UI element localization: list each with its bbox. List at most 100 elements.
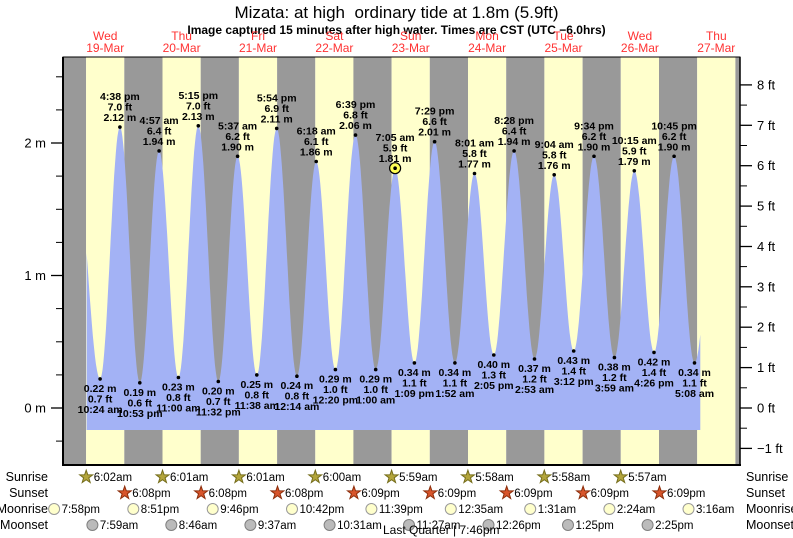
moonrise-icon: [48, 503, 61, 515]
sunrise-time: 6:01am: [246, 472, 284, 484]
low-tide-label: 0.25 m: [240, 379, 273, 391]
moonset-icon: [641, 519, 654, 531]
low-tide-dot: [571, 349, 576, 353]
low-tide-dot: [492, 353, 496, 357]
high-tide-label: 2.11 m: [261, 113, 293, 125]
sunrise-icon: [78, 468, 95, 484]
day-label-dow: Mon: [475, 29, 498, 43]
high-tide-label: 5.8 ft: [542, 149, 567, 161]
low-tide-label: 1:00 am: [356, 395, 395, 407]
low-tide-dot: [453, 361, 457, 365]
low-tide-dot: [612, 355, 617, 360]
day-label-dow: Fri: [251, 29, 265, 43]
sunrise-icon: [460, 468, 476, 484]
day-label-date: 22-Mar: [315, 41, 353, 55]
day-label-date: 19-Mar: [86, 41, 124, 55]
moonrise-icon: [444, 503, 457, 515]
day-label-dow: Wed: [93, 29, 117, 43]
sunrise-row-label-right: Sunrise: [746, 470, 789, 484]
high-tide-label: 5:37 am: [218, 120, 257, 132]
high-tide-dot: [592, 154, 596, 159]
moonset-time: 1:25pm: [576, 520, 614, 532]
high-tide-dot: [118, 125, 122, 129]
high-tide-label: 6.2 ft: [225, 131, 250, 143]
sunrise-icon: [383, 468, 400, 484]
low-tide-dot: [216, 379, 221, 384]
low-tide-dot: [652, 350, 656, 355]
low-tide-label: 0.34 m: [398, 367, 431, 379]
low-tide-dot: [373, 367, 378, 372]
low-tide-label: 2:53 am: [515, 384, 554, 396]
sunset-row-label-right: Sunset: [746, 486, 785, 500]
moonset-time: 8:46am: [179, 520, 217, 532]
moonset-time: 7:59am: [100, 520, 138, 532]
high-tide-label: 1.79 m: [618, 156, 651, 168]
moonset-icon: [165, 519, 178, 531]
high-tide-dot: [157, 149, 161, 153]
high-tide-label: 1.76 m: [538, 160, 571, 172]
moonrise-icon: [206, 503, 219, 515]
day-label-dow: Thu: [171, 29, 192, 43]
low-tide-label: 0.38 m: [598, 362, 631, 374]
low-tide-dot: [412, 361, 417, 365]
day-label-dow: Sun: [400, 29, 421, 43]
high-tide-label: 2.12 m: [104, 112, 137, 124]
high-tide-label: 6.1 ft: [304, 136, 329, 148]
night-band: [735, 57, 740, 465]
high-tide-label: 9:34 pm: [574, 120, 614, 132]
low-tide-label: 1.0 ft: [323, 384, 348, 396]
low-tide-label: 1.4 ft: [561, 366, 586, 378]
low-tide-label: 11:38 am: [235, 400, 279, 412]
moonrise-row-label-left: Moonrise: [0, 502, 48, 516]
moonrise-time: 11:39pm: [379, 504, 423, 516]
moonrise-time: 9:46pm: [220, 504, 258, 516]
sunset-time: 6:08pm: [285, 488, 323, 500]
high-tide-label: 5.9 ft: [622, 145, 647, 157]
high-tide-label: 5.9 ft: [383, 143, 408, 155]
right-axis-tick-label: 3 ft: [757, 279, 775, 294]
moonrise-icon: [365, 503, 378, 515]
sunrise-time: 5:57am: [628, 472, 666, 484]
low-tide-label: 1:09 pm: [395, 388, 435, 400]
low-tide-label: 0.8 ft: [166, 392, 191, 404]
high-tide-label: 7:05 am: [376, 132, 415, 144]
sunset-time: 6:09pm: [591, 488, 629, 500]
low-tide-label: 5:08 am: [675, 388, 714, 400]
moonset-row-label-left: Moonset: [0, 518, 48, 532]
high-tide-label: 1.81 m: [379, 153, 412, 165]
high-tide-label: 1.90 m: [221, 141, 254, 153]
night-band: [63, 57, 87, 465]
day-band: [697, 57, 736, 465]
high-tide-dot: [274, 126, 279, 131]
moonset-time: 11:27am: [417, 520, 461, 532]
high-tide-dot: [672, 154, 676, 159]
low-tide-dot: [254, 373, 259, 377]
high-tide-label: 6.9 ft: [264, 103, 289, 115]
high-tide-label: 5:54 pm: [257, 92, 297, 104]
sunset-icon: [422, 484, 439, 500]
sunset-time: 6:08pm: [209, 488, 247, 500]
low-tide-label: 0.34 m: [678, 367, 711, 379]
day-label-dow: Sat: [325, 29, 344, 43]
moon-phase-status: Last Quarter | 7:46pm: [383, 523, 500, 537]
high-tide-dot: [235, 154, 240, 159]
high-tide-label: 6.4 ft: [147, 125, 172, 137]
low-tide-label: 0.42 m: [638, 356, 671, 368]
high-tide-label: 7.0 ft: [108, 102, 133, 114]
moonrise-row-label-right: Moonrise: [746, 502, 793, 516]
low-tide-label: 1.4 ft: [642, 367, 667, 379]
day-label-dow: Thu: [706, 29, 727, 43]
low-tide-label: 10:53 pm: [117, 408, 163, 420]
sunrise-icon: [536, 468, 553, 484]
low-tide-label: 3:59 am: [595, 383, 634, 395]
low-tide-label: 0.7 ft: [206, 396, 231, 408]
sunset-icon: [116, 484, 133, 500]
right-axis-tick-label: 1 ft: [757, 360, 775, 375]
low-tide-dot: [138, 381, 142, 385]
low-tide-label: 3:12 pm: [554, 376, 594, 388]
low-tide-label: 2:05 pm: [474, 380, 514, 392]
right-axis-tick-label: 0 ft: [757, 401, 775, 416]
high-tide-dot: [512, 149, 516, 153]
sunset-time: 6:09pm: [667, 488, 705, 500]
